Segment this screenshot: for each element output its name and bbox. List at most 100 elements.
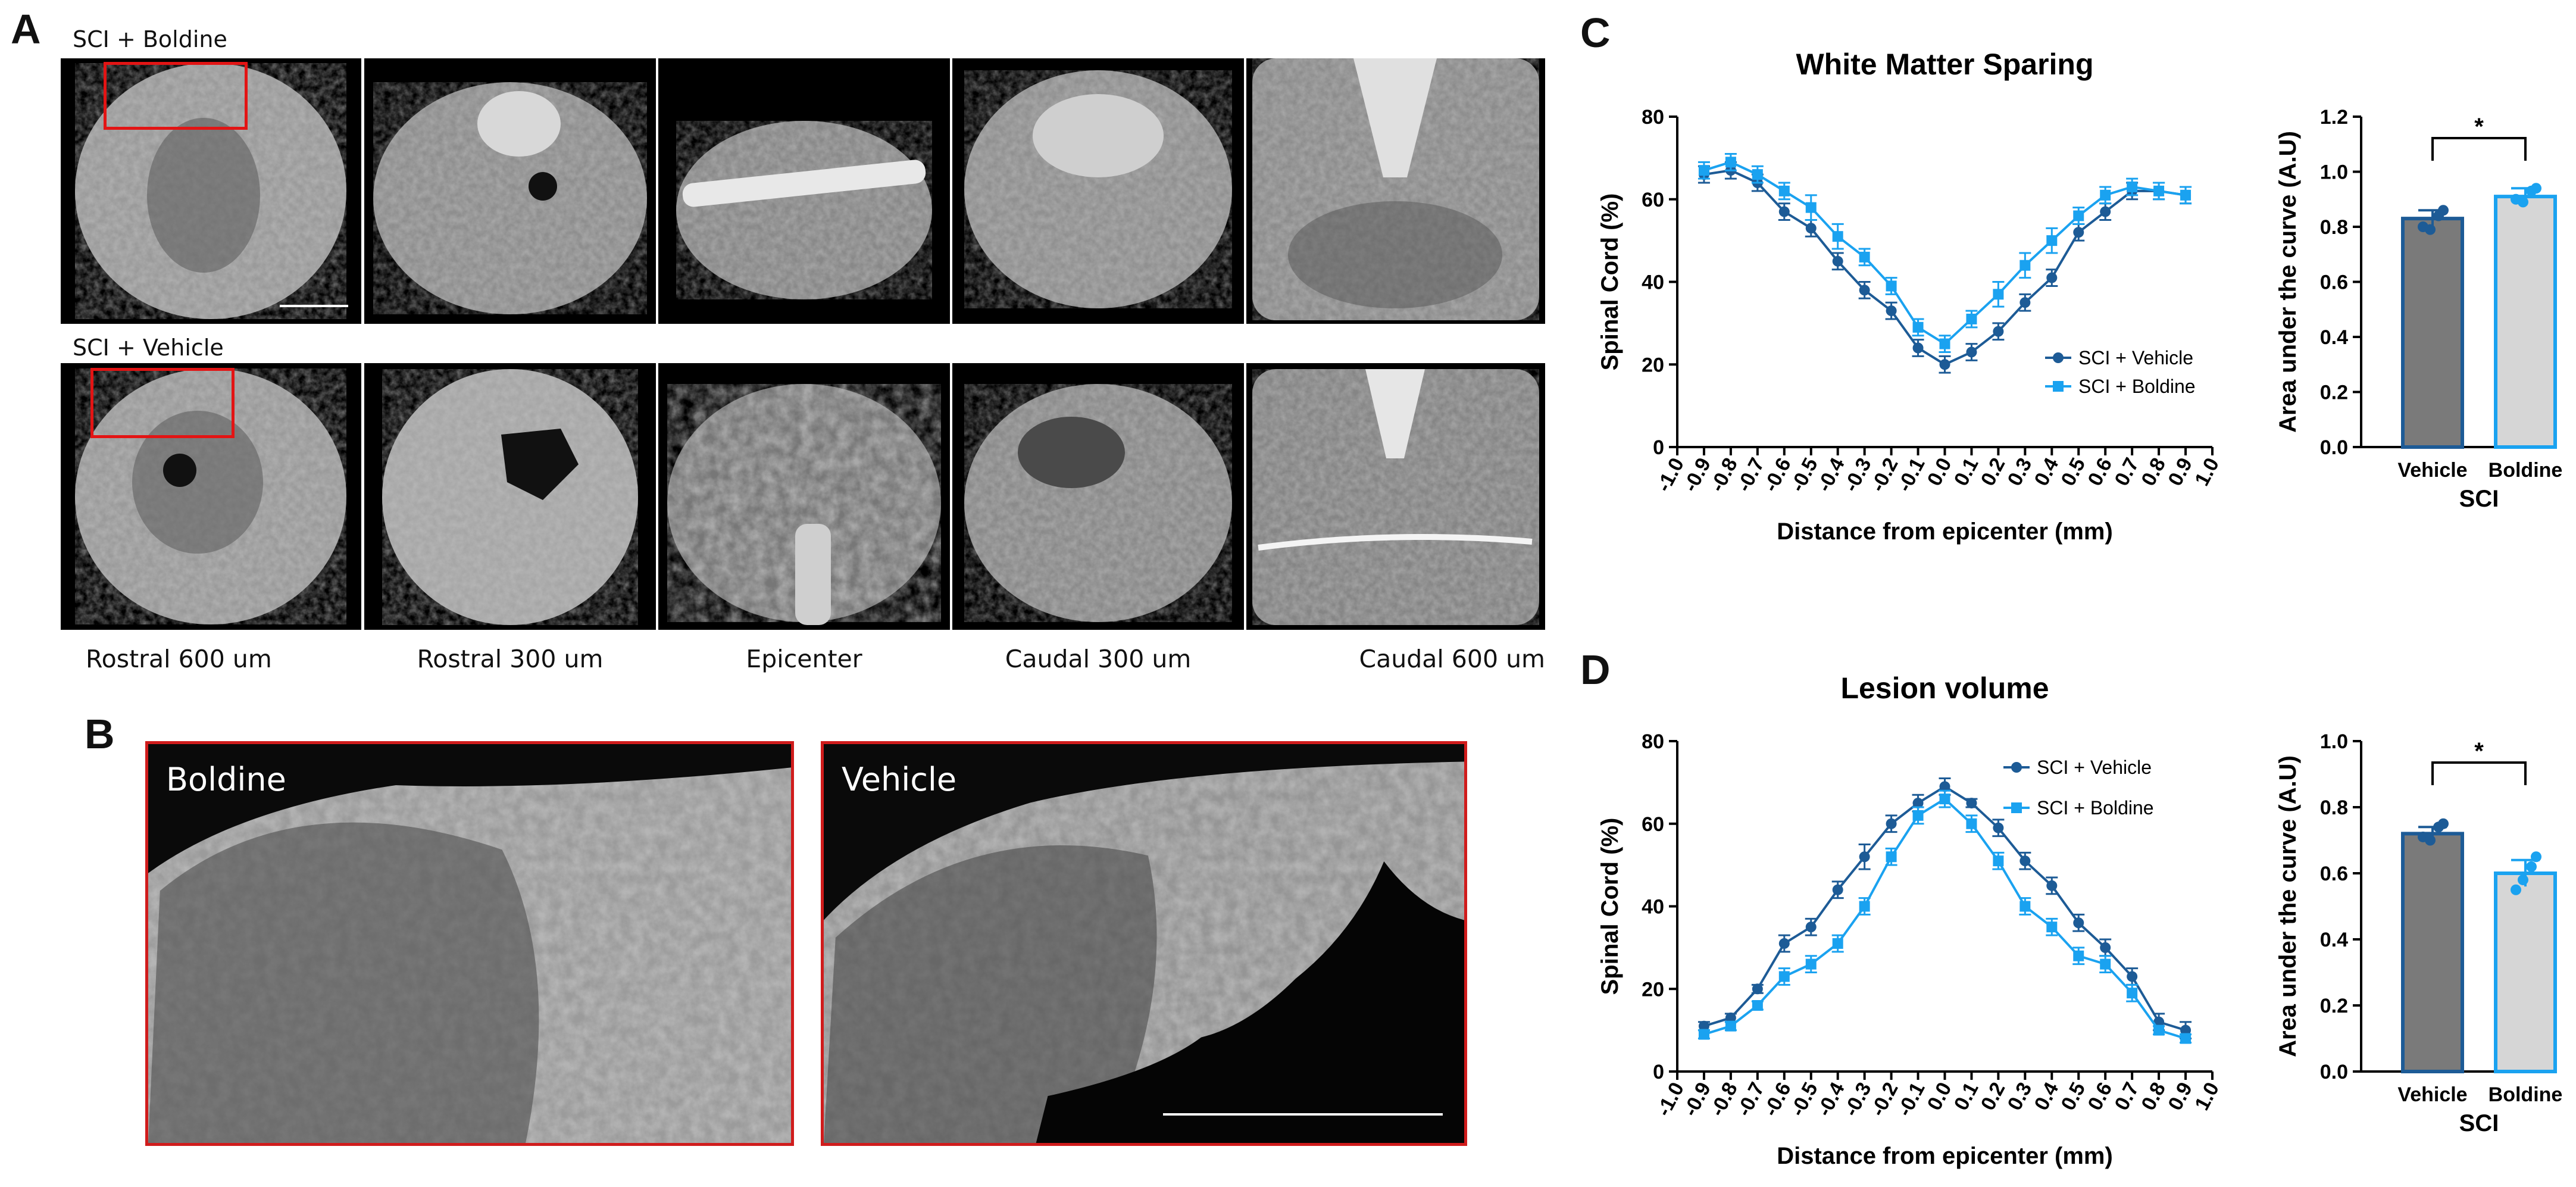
data-point [1939,781,1950,792]
legend-label: SCI + Vehicle [2078,347,2193,368]
x-tick-label: -0.6 [1759,1079,1796,1120]
panel-letter-c: C [1580,10,1611,56]
replicate-point [2511,193,2521,205]
data-point [2180,189,2192,201]
chart-title: Lesion volume [1840,671,2049,705]
data-point [2100,206,2111,217]
x-tick-label: 0.2 [1977,454,2010,490]
y-tick-label: 0.0 [2320,1061,2348,1083]
data-point [1993,822,2004,833]
data-point [2180,1024,2192,1036]
x-tick-label: 0.9 [2164,1079,2197,1114]
x-tick-label: 0.2 [1977,1079,2010,1114]
y-tick-label: 0.4 [2320,326,2348,349]
legend-marker [2053,352,2064,363]
data-point [2100,942,2111,953]
data-point [2019,297,2031,308]
data-point [1805,202,1817,213]
data-point [2046,235,2058,246]
legend-label: SCI + Boldine [2078,376,2196,397]
data-point [1752,169,1763,180]
data-point [1859,901,1870,912]
data-point [2046,880,2058,891]
inset-box-boldine [104,62,248,130]
significance-bracket [2431,137,2527,161]
data-point [2073,227,2084,238]
data-point [1859,251,1870,263]
x-tick-label: -0.7 [1733,1079,1769,1120]
data-point [1805,922,1817,933]
data-point [1752,1000,1763,1011]
data-point [1912,342,1924,354]
legend-marker [2011,802,2022,813]
data-point [2153,1016,2165,1027]
replicate-point [2418,221,2428,232]
data-point [1966,818,1977,829]
x-tick-label: Boldine [2489,1083,2563,1106]
x-tick-label: -0.2 [1867,454,1903,496]
data-point [2046,272,2058,283]
x-tick-label: -0.4 [1813,454,1849,496]
x-tick-label: 0.5 [2057,1079,2090,1114]
replicate-point [2511,884,2521,895]
micrograph-vehicle-rostral-600 [61,363,361,630]
y-axis-label: Area under the curve (A.U) [2275,755,2301,1057]
data-point [2127,988,2138,999]
significance-bracket [2431,761,2527,785]
y-tick-label: 0 [1653,436,1664,459]
data-point [1778,971,1790,982]
data-point [1725,165,1736,176]
x-tick-label: 0.6 [2084,1079,2117,1114]
x-tick-label: 0.4 [2030,454,2064,490]
data-point [1939,359,1950,370]
y-tick-label: 0.2 [2320,995,2348,1017]
chart-title: White Matter Sparing [1796,48,2093,81]
x-tick-label: -0.3 [1840,454,1876,496]
data-point [1886,851,1897,863]
data-point [2019,855,2031,867]
data-point [2153,1024,2165,1036]
x-tick-label: -0.2 [1867,1079,1903,1120]
y-tick-label: 20 [1642,354,1664,376]
zoom-label-boldine: Boldine [166,761,286,798]
column-label-rostral-300: Rostral 300 um [417,645,604,673]
x-tick-label: Vehicle [2397,1083,2467,1106]
y-tick-label: 60 [1642,189,1664,211]
row-label-vehicle: SCI + Vehicle [73,335,224,361]
bar-boldine [2494,195,2557,449]
significance-star: * [2474,114,2484,140]
x-tick-label: 0.7 [2110,1079,2143,1114]
inset-box-vehicle [90,368,235,438]
data-point [1886,305,1897,317]
x-tick-label: 0.9 [2164,454,2197,490]
series-line [1703,161,2186,346]
replicate-point [2526,185,2537,196]
data-point [2153,185,2165,196]
y-axis-label: Spinal Cord (%) [1597,818,1623,995]
bar-vehicle [2401,832,2464,1074]
data-point [2100,958,2111,970]
data-point [1912,321,1924,333]
replicate-point [2438,818,2449,829]
x-tick-label: -0.6 [1759,454,1796,496]
data-point [2019,901,2031,912]
y-tick-label: 0.4 [2320,929,2348,951]
replicate-point [2518,196,2528,208]
x-tick-label: 1.0 [2190,1079,2224,1114]
data-point [1778,185,1790,196]
column-label-rostral-600: Rostral 600 um [86,645,272,673]
data-point [1832,938,1843,949]
replicate-point [2433,210,2444,221]
data-point [1886,280,1897,292]
data-point [1966,346,1977,358]
panel-letter-d: D [1580,646,1611,693]
x-tick-label: -1.0 [1652,454,1689,496]
data-point [1805,958,1817,970]
data-point [1993,855,2004,867]
y-tick-label: 0.6 [2320,271,2348,294]
y-tick-label: 0.2 [2320,382,2348,404]
data-point [2180,189,2192,201]
x-tick-label: 0.0 [1923,1079,1956,1114]
series-line [1703,785,2186,1032]
x-tick-label: -0.1 [1893,1079,1930,1120]
